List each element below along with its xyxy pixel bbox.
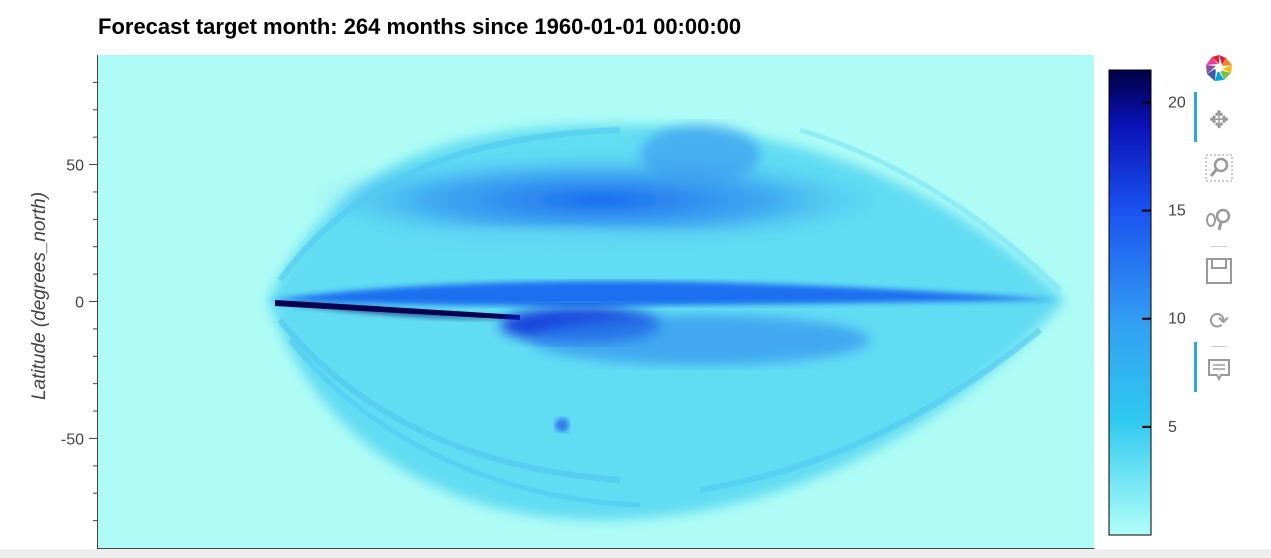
toolbar-separator — [1211, 346, 1227, 347]
reset-icon[interactable]: ⟳ — [1208, 307, 1230, 335]
toolbar: ✥ ⟳ — [1194, 50, 1246, 410]
y-tick-label: -50 — [61, 431, 84, 448]
save-icon[interactable] — [1204, 256, 1234, 286]
colorbar-tick-label: 20 — [1168, 94, 1186, 111]
colorbar: 20 15 10 5 — [1108, 69, 1186, 536]
hover-icon[interactable] — [1194, 342, 1234, 392]
colorbar-tick-label: 10 — [1168, 311, 1186, 328]
colorbar-gradient — [1108, 69, 1152, 536]
box-zoom-icon[interactable] — [1204, 152, 1234, 182]
bokeh-logo-icon[interactable] — [1204, 53, 1234, 83]
heatmap-field — [98, 55, 1094, 548]
chart-title: Forecast target month: 264 months since … — [98, 14, 742, 39]
pan-icon[interactable]: ✥ — [1194, 92, 1234, 142]
colorbar-tick-label: 5 — [1168, 419, 1177, 436]
colorbar-tick-label: 15 — [1168, 203, 1186, 220]
y-tick-label: 50 — [66, 158, 84, 175]
y-axis: 50 0 -50 — [61, 55, 98, 548]
y-tick-label: 0 — [75, 295, 84, 312]
wheel-zoom-icon[interactable] — [1204, 204, 1234, 234]
bottom-scroll-strip — [0, 549, 1271, 558]
toolbar-separator — [1211, 246, 1227, 247]
